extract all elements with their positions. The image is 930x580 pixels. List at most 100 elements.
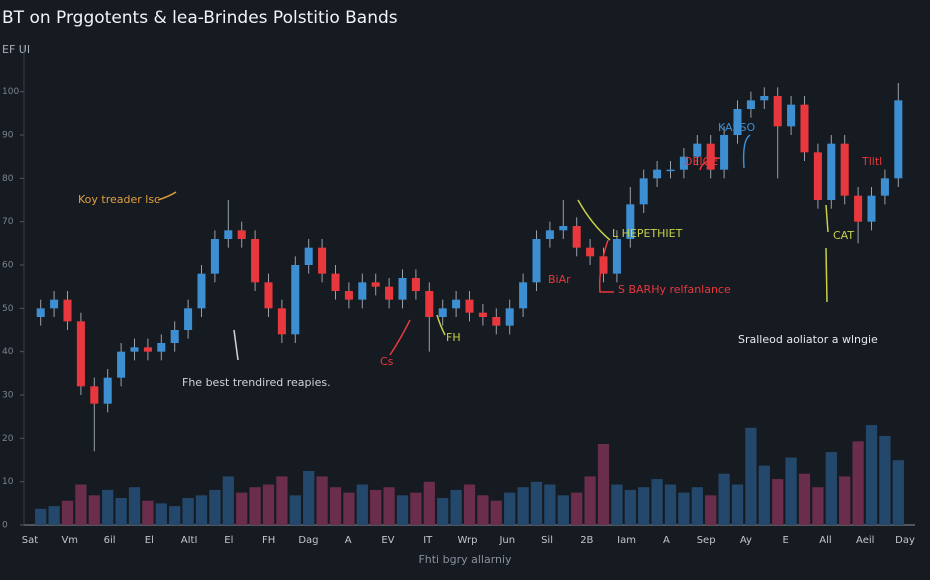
annotation-arrow	[233, 329, 239, 361]
candle-body	[50, 299, 59, 309]
volume-bar	[691, 487, 703, 525]
x-tick-label: Wrp	[458, 535, 478, 546]
annotation: L HEPETHIET	[612, 227, 683, 240]
candle-body	[586, 247, 595, 257]
volume-bar	[316, 476, 328, 525]
volume-bar	[142, 500, 154, 525]
volume-bar	[678, 492, 690, 525]
candle-body	[813, 152, 822, 200]
y-tick-label: 40	[2, 347, 14, 357]
y-tick-label: 50	[2, 304, 14, 314]
volume-bar	[530, 481, 543, 525]
annotation: Fhe best trendired reapies.	[182, 376, 331, 389]
volume-bar	[128, 487, 141, 525]
volume-bar	[490, 500, 502, 525]
candle-body	[385, 286, 394, 300]
candle-body	[184, 308, 193, 330]
candle-body	[130, 347, 139, 352]
y-tick-label: 30	[2, 391, 14, 401]
annotation-arrow	[742, 134, 751, 169]
candle-body	[117, 351, 126, 378]
volume-bar	[356, 484, 368, 525]
candle-body	[800, 104, 809, 153]
volume-bar	[276, 476, 288, 525]
candle-body	[639, 178, 648, 205]
volume-bar	[798, 473, 811, 525]
volume-bar	[182, 498, 194, 525]
annotation-arrow	[699, 157, 721, 171]
x-tick-label: Vm	[61, 535, 78, 546]
volume-bar	[61, 500, 74, 525]
candle-body	[492, 317, 501, 326]
candle-body	[773, 96, 782, 127]
candle-body	[438, 308, 447, 317]
candle-body	[666, 169, 675, 172]
x-tick-label: A	[345, 535, 352, 546]
volume-bar	[115, 498, 127, 525]
volume-bar	[477, 495, 489, 525]
y-tick-label: 90	[2, 131, 14, 141]
x-tick-label: Iam	[617, 535, 636, 546]
candle-body	[693, 143, 702, 157]
chart-title: BT on Prggotents & lea-Brindes Polstitio…	[2, 8, 398, 28]
volume-bar	[557, 495, 569, 525]
volume-bar	[249, 487, 261, 525]
candle-body	[478, 312, 487, 317]
candle-body	[787, 104, 796, 127]
x-tick-label: A	[663, 535, 670, 546]
candle-body	[867, 195, 876, 222]
candle-body	[224, 230, 233, 239]
volume-bar	[437, 498, 449, 525]
x-axis-label: Fhti bgry allarniy	[418, 553, 512, 566]
candle-body	[103, 377, 112, 404]
candle-body	[197, 273, 206, 309]
candle-body	[827, 143, 836, 200]
candle-body	[210, 239, 219, 274]
volume-bar	[651, 479, 663, 525]
candle-body	[318, 247, 327, 274]
candle-body	[559, 226, 568, 231]
candle-body	[344, 291, 353, 300]
volume-bar	[865, 425, 878, 525]
volume-bar	[638, 487, 650, 525]
x-tick-label: Sat	[22, 535, 38, 546]
candle-body	[612, 239, 621, 274]
candle-body	[532, 239, 541, 283]
volume-bar	[262, 484, 275, 525]
candle-body	[170, 330, 179, 343]
candle-body	[425, 291, 434, 317]
volume-bar	[731, 484, 744, 525]
candle-body	[545, 230, 554, 239]
candle-body	[304, 247, 313, 265]
annotation-arrow	[825, 247, 828, 303]
annotation: DEIOE	[684, 155, 718, 168]
annotation-arrow	[598, 239, 614, 293]
candle-body	[251, 239, 260, 283]
candle-body	[653, 169, 662, 179]
x-tick-label: Sil	[541, 535, 553, 546]
x-tick-label: Day	[895, 535, 915, 546]
x-tick-label: Aeil	[856, 535, 874, 546]
candle-body	[452, 299, 461, 309]
y-tick-label: 0	[2, 521, 8, 531]
x-tick-label: IT	[423, 535, 433, 546]
volume-bar	[839, 476, 851, 525]
candle-body	[626, 204, 635, 239]
candle-body	[331, 273, 340, 291]
y-tick-label: 70	[2, 217, 14, 227]
volume-bar	[75, 484, 87, 525]
annotation: Tlltl	[861, 155, 882, 168]
volume-bar	[88, 495, 100, 525]
x-tick-label: AItI	[181, 535, 198, 546]
candle-body	[760, 96, 769, 101]
y-tick-label: 60	[2, 261, 14, 271]
volume-bar	[195, 495, 208, 525]
candle-body	[76, 321, 85, 387]
x-tick-label: Dag	[298, 535, 318, 546]
volume-bar	[597, 444, 610, 525]
volume-bar	[785, 457, 797, 525]
volume-bar	[705, 495, 717, 525]
volume-bar	[892, 460, 904, 525]
annotation: Sralleod aoliator a wlngie	[738, 333, 878, 346]
volume-bar	[718, 473, 730, 525]
